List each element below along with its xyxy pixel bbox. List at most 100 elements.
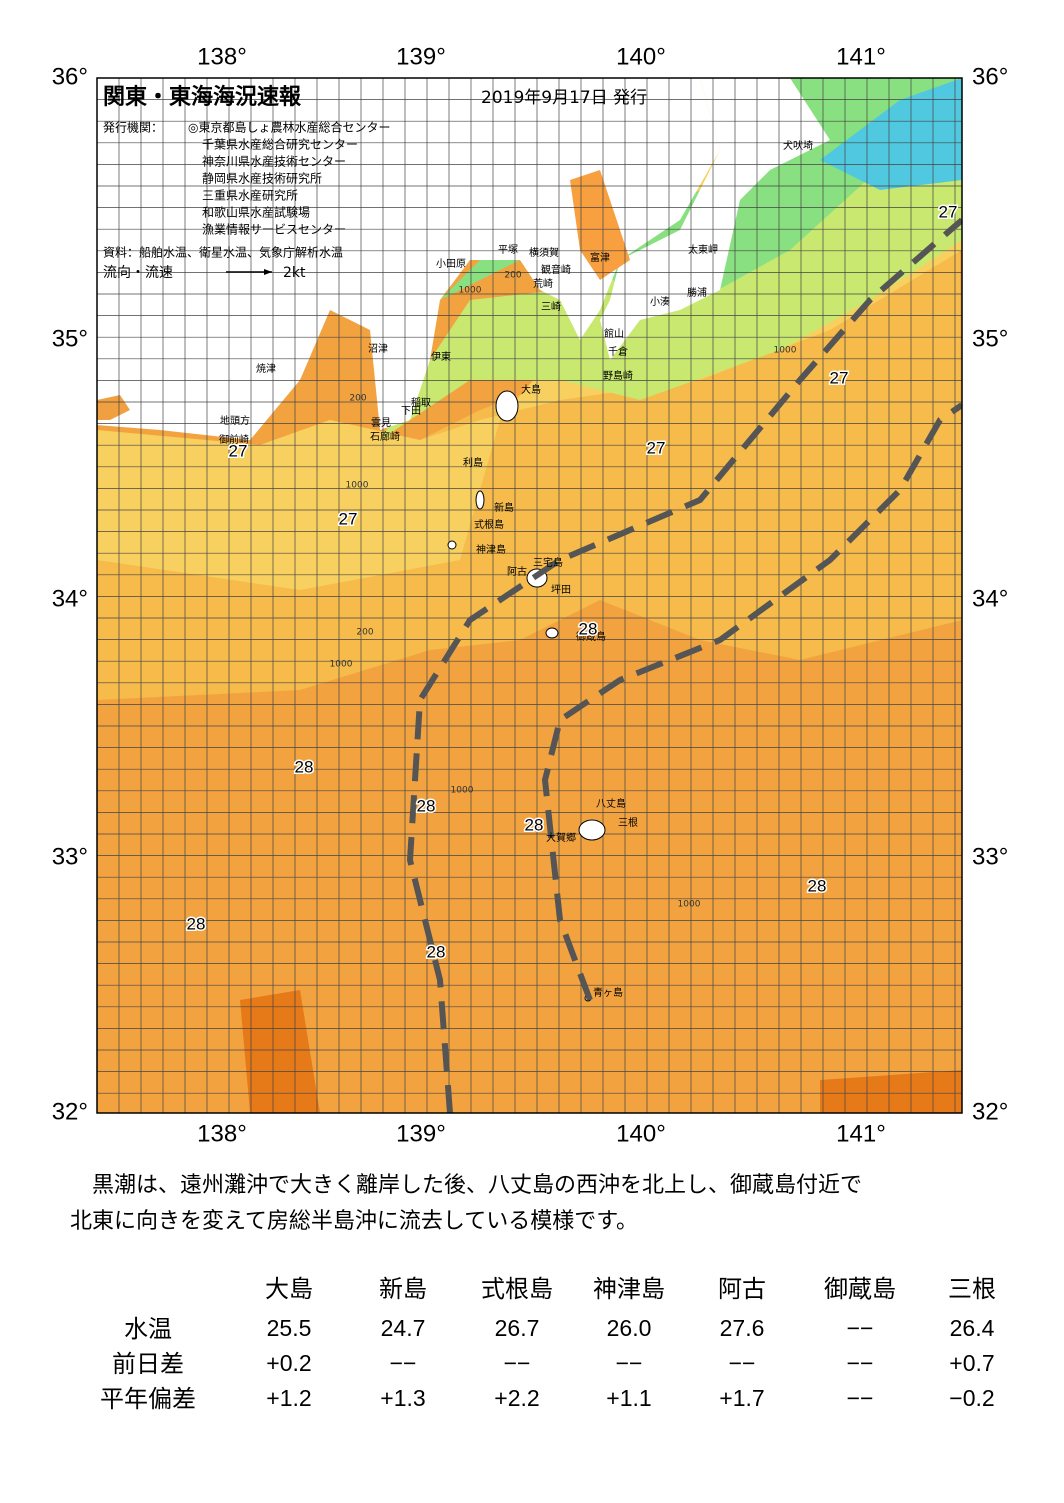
cell: +0.2 [266, 1350, 311, 1376]
row-label: 平年偏差 [100, 1385, 196, 1413]
place-label: 太東岬 [688, 243, 718, 256]
place-label: 大島 [521, 383, 541, 396]
cell: 24.7 [381, 1315, 426, 1341]
place-label: 稲取 [411, 397, 431, 409]
column-header: 阿古 [718, 1275, 766, 1303]
place-label: 勝浦 [687, 286, 707, 299]
cell: +1.2 [266, 1385, 311, 1411]
place-label: 富津 [590, 251, 610, 264]
contour-label: 1000 [330, 660, 353, 670]
flow-label: 流向・流速 [103, 265, 173, 281]
note: 北東に向きを変えて房総半島沖に流去している模様です。 [70, 1209, 638, 1234]
contour-label: 1000 [678, 900, 701, 910]
temperature-label: 28 [808, 876, 827, 895]
cell: −0.2 [949, 1385, 994, 1411]
cell: +2.2 [494, 1385, 539, 1411]
lon-label: 141° [836, 1120, 886, 1147]
place-label: 平塚 [498, 244, 518, 256]
column-header: 神津島 [593, 1275, 665, 1303]
contour-label: 200 [349, 394, 366, 404]
note: 黒潮は、遠州灘沖で大きく離岸した後、八丈島の西沖を北上し、御蔵島付近で [92, 1173, 862, 1198]
column-header: 式根島 [481, 1275, 553, 1303]
issuer: 千葉県水産総合研究センター [202, 137, 358, 152]
contour-label: 1000 [346, 481, 369, 491]
lon-label: 141° [836, 43, 886, 70]
cell: −− [504, 1350, 531, 1376]
column-header: 三根 [948, 1275, 996, 1303]
cell: 27.6 [720, 1315, 765, 1341]
land [97, 78, 720, 440]
temperature-label: 27 [939, 202, 958, 221]
issuer: 和歌山県水産試験場 [202, 205, 310, 220]
column-header: 御蔵島 [824, 1275, 896, 1303]
cell: −− [729, 1350, 756, 1376]
place-label: 地頭方 [220, 414, 250, 427]
lat-label: 35° [972, 325, 1008, 352]
contour-label: 200 [504, 271, 521, 281]
place-label: 青ヶ島 [593, 986, 623, 999]
issuer: 神奈川県水産技術センター [202, 154, 346, 169]
place-label: 伊東 [431, 350, 451, 363]
place-label: 神津島 [476, 543, 506, 556]
cell: −− [847, 1350, 874, 1376]
temperature-label: 28 [525, 815, 544, 834]
lon-label: 138° [197, 1120, 247, 1147]
place-label: 阿古 [507, 565, 527, 578]
issuer: 三重県水産研究所 [202, 188, 298, 203]
place-label: 御蔵島 [576, 630, 606, 643]
place-label: 野島崎 [603, 369, 633, 382]
lon-label: 140° [616, 43, 666, 70]
cell: −− [847, 1315, 874, 1341]
lon-label: 140° [616, 1120, 666, 1147]
place-label: 利島 [463, 456, 483, 469]
issuer: 漁業情報サービスセンター [202, 223, 346, 237]
land-patch [97, 395, 130, 420]
temperature-label: 28 [427, 942, 446, 961]
lat-label: 35° [52, 325, 88, 352]
row-label: 前日差 [112, 1350, 184, 1378]
place-label: 小湊 [650, 295, 670, 308]
arrow-head [264, 269, 272, 275]
contour-label: 1000 [459, 286, 482, 296]
temperature-label: 27 [229, 441, 248, 460]
place-label: 大賀郷 [546, 831, 576, 844]
cell: −− [616, 1350, 643, 1376]
place-label: 三宅島 [533, 556, 563, 569]
lat-label: 33° [972, 843, 1008, 870]
temperature-label: 28 [579, 619, 598, 638]
lat-label: 32° [52, 1098, 88, 1125]
place-label: 千倉 [608, 345, 628, 358]
temperature-label: 28 [417, 796, 436, 815]
place-label: 式根島 [474, 518, 504, 531]
cold-zone [820, 78, 962, 190]
place-label: 新島 [494, 501, 514, 514]
lat-label: 34° [972, 585, 1008, 612]
lon-label: 139° [396, 1120, 446, 1147]
place-label: 観音崎 [541, 263, 571, 276]
place-label: 雲見 [371, 417, 391, 429]
place-label: 小田原 [436, 258, 466, 270]
map-frame [96, 77, 963, 1114]
temperature-label: 28 [187, 914, 206, 933]
contour-label: 1000 [451, 786, 474, 796]
tokyo-bay [570, 170, 630, 280]
date: 2019年9月17日 発行 [481, 88, 647, 108]
cell: −− [390, 1350, 417, 1376]
cell: 26.7 [495, 1315, 540, 1341]
temperature-label: 27 [647, 438, 666, 457]
title: 関東・東海海況速報 [103, 84, 302, 110]
place-label: 荒崎 [533, 277, 553, 290]
place-label: 八丈島 [596, 797, 626, 810]
column-header: 大島 [265, 1275, 313, 1303]
boso [600, 78, 830, 360]
lon-label: 138° [197, 43, 247, 70]
temperature-label: 28 [295, 757, 314, 776]
place-label: 三根 [618, 816, 638, 829]
kuroshio [406, 217, 962, 1113]
lat-label: 34° [52, 585, 88, 612]
place-label: 横須賀 [529, 246, 559, 259]
cell: 26.0 [607, 1315, 652, 1341]
place-label: 沼津 [368, 342, 388, 355]
warm-core [240, 990, 962, 1113]
row-label: 水温 [124, 1315, 172, 1343]
